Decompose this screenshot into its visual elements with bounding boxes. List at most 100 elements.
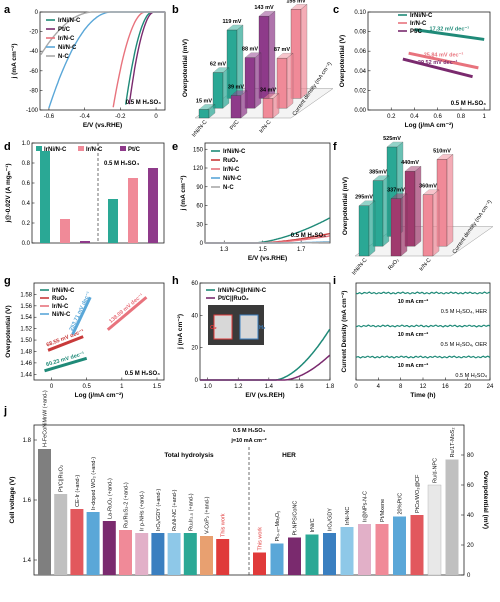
bar-label: Ir p-NHs (+and-) [140, 491, 146, 531]
bar-label: Ru/d-NPC [433, 458, 439, 483]
y-axis-label: Overpotential (V) [339, 35, 346, 87]
trace-note: 0.5 M H₂SO₄, OER [440, 342, 487, 348]
panel-f: Overpotential (mV) 525mV 385mV 440mV 510mV 29… [342, 136, 494, 276]
y-tick-label: 1.4 [23, 558, 32, 564]
y-tick-label: 60 [196, 204, 203, 210]
bar [393, 516, 406, 575]
bar [305, 534, 319, 575]
bar-label: V-CoP₂ (+and-) [205, 496, 211, 534]
y2-tick-label: 20 [467, 543, 474, 549]
bar-front [230, 95, 242, 119]
bar [270, 543, 284, 575]
y-axis-label: Overpotential (mV) [342, 177, 349, 235]
legend-entry: N-C [58, 54, 69, 60]
plot-frame [33, 282, 165, 381]
bar-front [262, 98, 274, 119]
condition-label: 0.5 M H₂SO₄ [451, 101, 486, 107]
series-line [128, 11, 165, 105]
x-tick-label: 0.8 [457, 114, 466, 120]
y-tick-label: 0 [35, 10, 39, 16]
panel-label-f: f [333, 141, 337, 153]
y-tick-label: 0.6 [22, 181, 31, 187]
y-tick-label: 1.46 [20, 361, 32, 367]
bar-label: IrNi-NC [345, 507, 351, 525]
panel-j: 1.4 1.6 1.8 0 20 40 60 80 Cell voltage (V) Overpo… [9, 390, 489, 579]
bar-front [422, 194, 434, 257]
legend-entry: Ir/N-C [410, 21, 427, 27]
x-tick-label: 0.6 [434, 114, 443, 120]
legend-entry: RuO₂ [223, 158, 239, 164]
plot-frame [367, 11, 491, 111]
y-tick-label: 0.8 [22, 161, 31, 167]
x-axis-label: E/V (vs.REH) [245, 392, 284, 399]
y-tick-label: 1.58 [20, 292, 32, 298]
x-axis-label: Time (h) [410, 392, 435, 399]
bar-front [358, 205, 370, 257]
y-tick-label: 1.50 [20, 338, 32, 344]
y-tick-label: 0.10 [354, 10, 366, 16]
panel-label-c: c [333, 4, 339, 16]
condition-label: 0.5 M H₂SO₄ [291, 233, 326, 239]
bar [323, 533, 336, 575]
slope-label: 138.09 mV dec⁻¹ [108, 292, 145, 325]
bar-top [386, 141, 404, 148]
x-tick-label: 1.5 [259, 247, 268, 253]
panel-g: 0 0.5 1 1.5 1.44 1.46 1.48 1.50 1.52 1.54 1.56 1.58… [5, 282, 165, 399]
inset-electrode-h2 [239, 314, 259, 340]
bar-top [226, 24, 244, 31]
panel-label-b: b [172, 4, 179, 16]
bar-front [198, 109, 210, 119]
panel-label-g: g [4, 275, 11, 287]
x-tick-label: 0.5 [83, 384, 92, 390]
bar-side [446, 153, 454, 247]
bar [288, 537, 301, 575]
bar-value-label: 15 mV [196, 98, 213, 104]
legend-entry: Ni/N-C [58, 45, 77, 51]
y-tick-label: 1.8 [23, 438, 32, 444]
y-axis-label: j (mA cm⁻²) [11, 44, 18, 80]
x-tick-label: 1.7 [297, 247, 306, 253]
tafel-line [402, 57, 473, 79]
bar-label: La-RuO₂ (+and-) [107, 478, 113, 519]
legend-entry: IrNi/N-C [223, 149, 246, 155]
tafel-line [71, 296, 92, 335]
y2-tick-label: 60 [467, 483, 474, 489]
bar [410, 515, 424, 575]
bar-top [390, 193, 408, 199]
panel-label-d: d [4, 141, 11, 153]
y-axis-label: Overpotential (V) [5, 305, 12, 357]
x-tick-label: -0.4 [79, 114, 90, 120]
x-tick-label: 24 [487, 384, 494, 390]
bar-side [368, 200, 376, 257]
bar-value-label: 295mV [355, 195, 373, 201]
bar-label: H-FeCoNiMnW (+and-) [43, 390, 49, 447]
bar-top [244, 52, 262, 58]
tafel-line [408, 51, 479, 70]
y-tick-label: 30 [196, 222, 203, 228]
bar-label: RuNi-NC (+and-) [172, 489, 178, 531]
x-tick-label: -0.6 [44, 114, 55, 120]
bar [108, 199, 118, 243]
y-axis-label: j (mA cm⁻²) [180, 176, 187, 212]
x-tick-label: 1.8 [326, 384, 335, 390]
bar-value-label: 62 mV [210, 62, 227, 68]
bar-value-label: 119 mV [223, 19, 242, 25]
bar-label: Pt₀.₄₇-MoₓOᵧ [275, 511, 281, 542]
bar-side [400, 193, 408, 257]
legend-swatch [78, 146, 84, 151]
y-axis-label-right: Overpotential (mV) [482, 471, 489, 529]
legend-entry: IrNi/N-C [410, 13, 433, 19]
slope-label: 29.52 mV dec⁻¹ [418, 59, 458, 66]
bar-side [432, 189, 440, 257]
slope-label: 253.71 mV dec⁻¹ [68, 290, 93, 332]
bar-value-label: 143 mV [254, 5, 274, 11]
bar-side [254, 52, 262, 109]
bar [253, 552, 266, 575]
category-label: IrNi/N-C [351, 257, 368, 276]
x-axis-label: Log (j/mA cm⁻²) [75, 392, 124, 399]
x-tick-label: 1.5 [153, 384, 162, 390]
bar [358, 524, 371, 575]
bar-side [268, 10, 276, 99]
condition-label: 0.5 M H₂SO₄ [126, 100, 161, 106]
y2-tick-label: 80 [467, 453, 474, 459]
